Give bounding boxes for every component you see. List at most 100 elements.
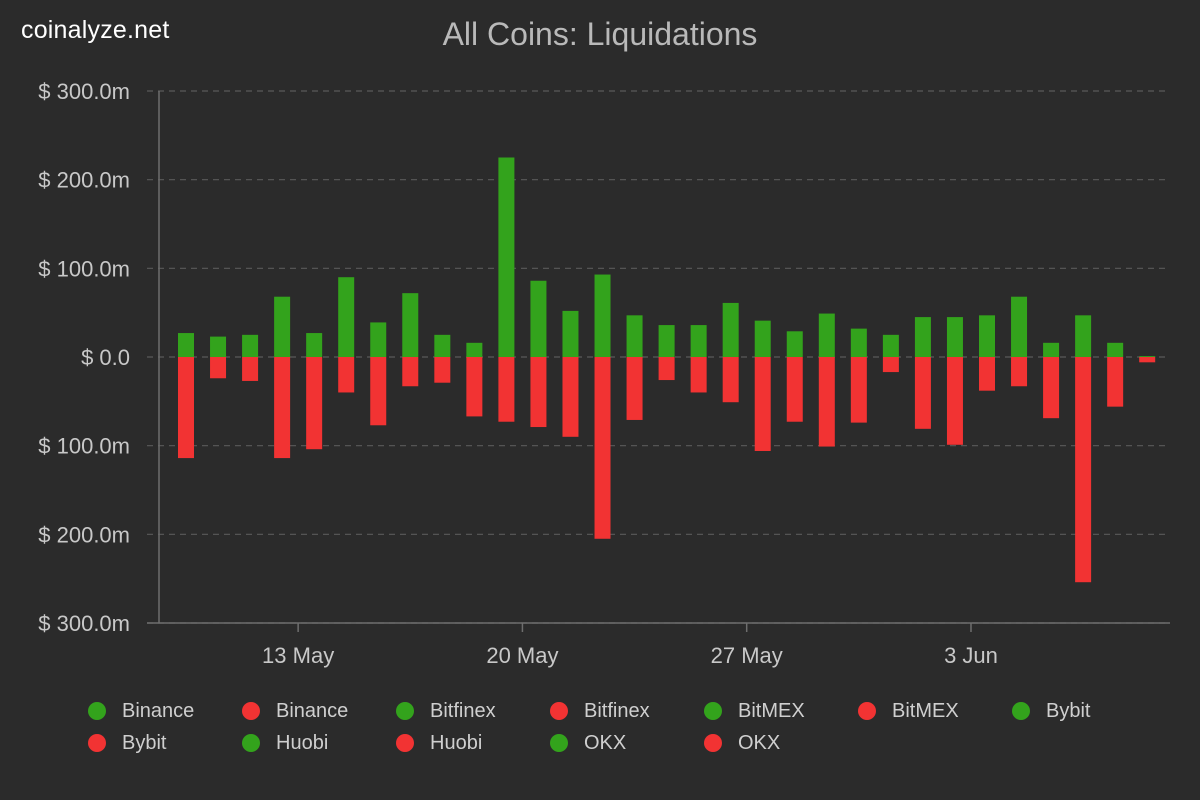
legend-item[interactable]: BitMEX [694,700,848,722]
legend-marker-icon [396,702,414,720]
short-liquidation-bar[interactable] [530,357,547,428]
short-liquidation-bar[interactable] [658,357,675,381]
legend-item[interactable]: Bybit [78,732,232,754]
short-liquidation-bar[interactable] [979,357,995,391]
long-liquidation-bar[interactable] [530,280,547,357]
legend-item[interactable]: OKX [694,732,848,754]
legend-marker-icon [550,734,568,752]
long-liquidation-bar[interactable] [979,315,995,357]
legend-marker-icon [88,702,106,720]
long-liquidation-bar[interactable] [242,334,259,357]
x-tick-label: 20 May [486,643,558,668]
long-liquidation-bar[interactable] [658,325,675,357]
short-liquidation-bar[interactable] [274,357,291,459]
long-liquidation-bar[interactable] [722,302,739,357]
legend-label: Bybit [122,731,167,754]
long-liquidation-bar[interactable] [178,333,194,357]
legend-label: OKX [584,731,627,754]
liquidations-bar-chart[interactable]: $ 300.0m $ 200.0m $ 100.0m $ 0.0 $ 100.0m $ 2… [0,0,1200,690]
short-liquidation-bar[interactable] [850,357,867,423]
legend-marker-icon [550,702,568,720]
short-liquidation-bar[interactable] [434,357,451,383]
long-liquidation-bar[interactable] [402,293,419,357]
short-liquidation-bar[interactable] [882,357,899,373]
short-liquidation-bar[interactable] [498,357,515,422]
long-liquidation-bar[interactable] [754,320,771,357]
long-liquidation-bar[interactable] [594,274,611,357]
short-liquidation-bar[interactable] [210,357,227,379]
short-liquidation-bar[interactable] [818,357,835,447]
legend-item[interactable]: Bybit [1002,700,1156,722]
short-liquidation-bar[interactable] [242,357,259,381]
long-liquidation-bar[interactable] [434,334,451,357]
legend-item[interactable]: BitMEX [848,700,1002,722]
short-liquidation-bar[interactable] [1107,357,1124,407]
legend-label: Huobi [430,731,483,754]
y-tick-label: $ 100.0m [38,434,130,459]
short-liquidation-bar[interactable] [786,357,803,422]
short-liquidation-bar[interactable] [1011,357,1028,387]
legend-item[interactable]: Binance [232,700,386,722]
short-liquidation-bar[interactable] [594,357,611,539]
short-liquidation-bar[interactable] [178,357,194,459]
legend-marker-icon [242,702,260,720]
long-liquidation-bar[interactable] [498,157,515,358]
short-liquidation-bar[interactable] [754,357,771,451]
short-liquidation-bar[interactable] [562,357,579,437]
long-liquidation-bar[interactable] [306,333,323,357]
legend-label: Bybit [1046,699,1091,722]
y-tick-label: $ 200.0m [38,168,130,193]
short-liquidation-bar[interactable] [402,357,419,387]
long-liquidation-bar[interactable] [1107,342,1124,357]
legend-label: BitMEX [738,699,805,722]
short-liquidation-bar[interactable] [690,357,707,393]
short-liquidation-bar[interactable] [914,357,931,429]
long-liquidation-bar[interactable] [882,334,899,357]
long-liquidation-bar[interactable] [690,325,707,357]
short-liquidation-bar[interactable] [722,357,739,403]
x-tick-label: 13 May [262,643,334,668]
legend-label: Binance [276,699,349,722]
legend-marker-icon [704,734,722,752]
chart-title: All Coins: Liquidations [442,16,758,52]
legend-item[interactable]: Bitfinex [540,700,694,722]
long-liquidation-bar[interactable] [210,336,227,357]
short-liquidation-bar[interactable] [1043,357,1060,419]
short-liquidation-bar[interactable] [1075,357,1092,583]
short-liquidation-bar[interactable] [370,357,387,426]
long-liquidation-bar[interactable] [466,342,483,357]
long-liquidation-bar[interactable] [626,315,643,357]
short-liquidation-bar[interactable] [626,357,643,420]
short-liquidation-bar[interactable] [946,357,963,445]
long-liquidation-bar[interactable] [818,313,835,357]
legend-label: Bitfinex [430,699,496,722]
legend-item[interactable]: Huobi [386,732,540,754]
legend-label: BitMEX [892,699,959,722]
long-liquidation-bar[interactable] [914,317,931,357]
short-liquidation-bar[interactable] [338,357,355,393]
long-liquidation-bar[interactable] [786,331,803,357]
short-liquidation-bar[interactable] [306,357,323,450]
chart-legend: Binance Binance Bitfinex Bitfinex BitMEX BitM… [78,700,1178,754]
long-liquidation-bar[interactable] [850,328,867,357]
short-liquidation-bar[interactable] [1139,357,1156,363]
long-liquidation-bar[interactable] [562,310,579,357]
legend-item[interactable]: Binance [78,700,232,722]
long-liquidation-bar[interactable] [946,317,963,357]
long-liquidation-bar[interactable] [1075,315,1092,357]
short-liquidation-bar[interactable] [466,357,483,417]
y-tick-label: $ 300.0m [38,79,130,104]
long-liquidation-bar[interactable] [1043,342,1060,357]
long-liquidation-bar[interactable] [1139,356,1156,358]
legend-item[interactable]: OKX [540,732,694,754]
long-liquidation-bar[interactable] [370,322,387,357]
long-liquidation-bar[interactable] [274,296,291,357]
legend-marker-icon [88,734,106,752]
legend-item[interactable]: Bitfinex [386,700,540,722]
brand-logo-text[interactable]: coinalyze.net [21,16,170,44]
legend-item[interactable]: Huobi [232,732,386,754]
long-liquidation-bar[interactable] [338,277,355,357]
x-tick-label: 27 May [711,643,783,668]
long-liquidation-bar[interactable] [1011,296,1028,357]
